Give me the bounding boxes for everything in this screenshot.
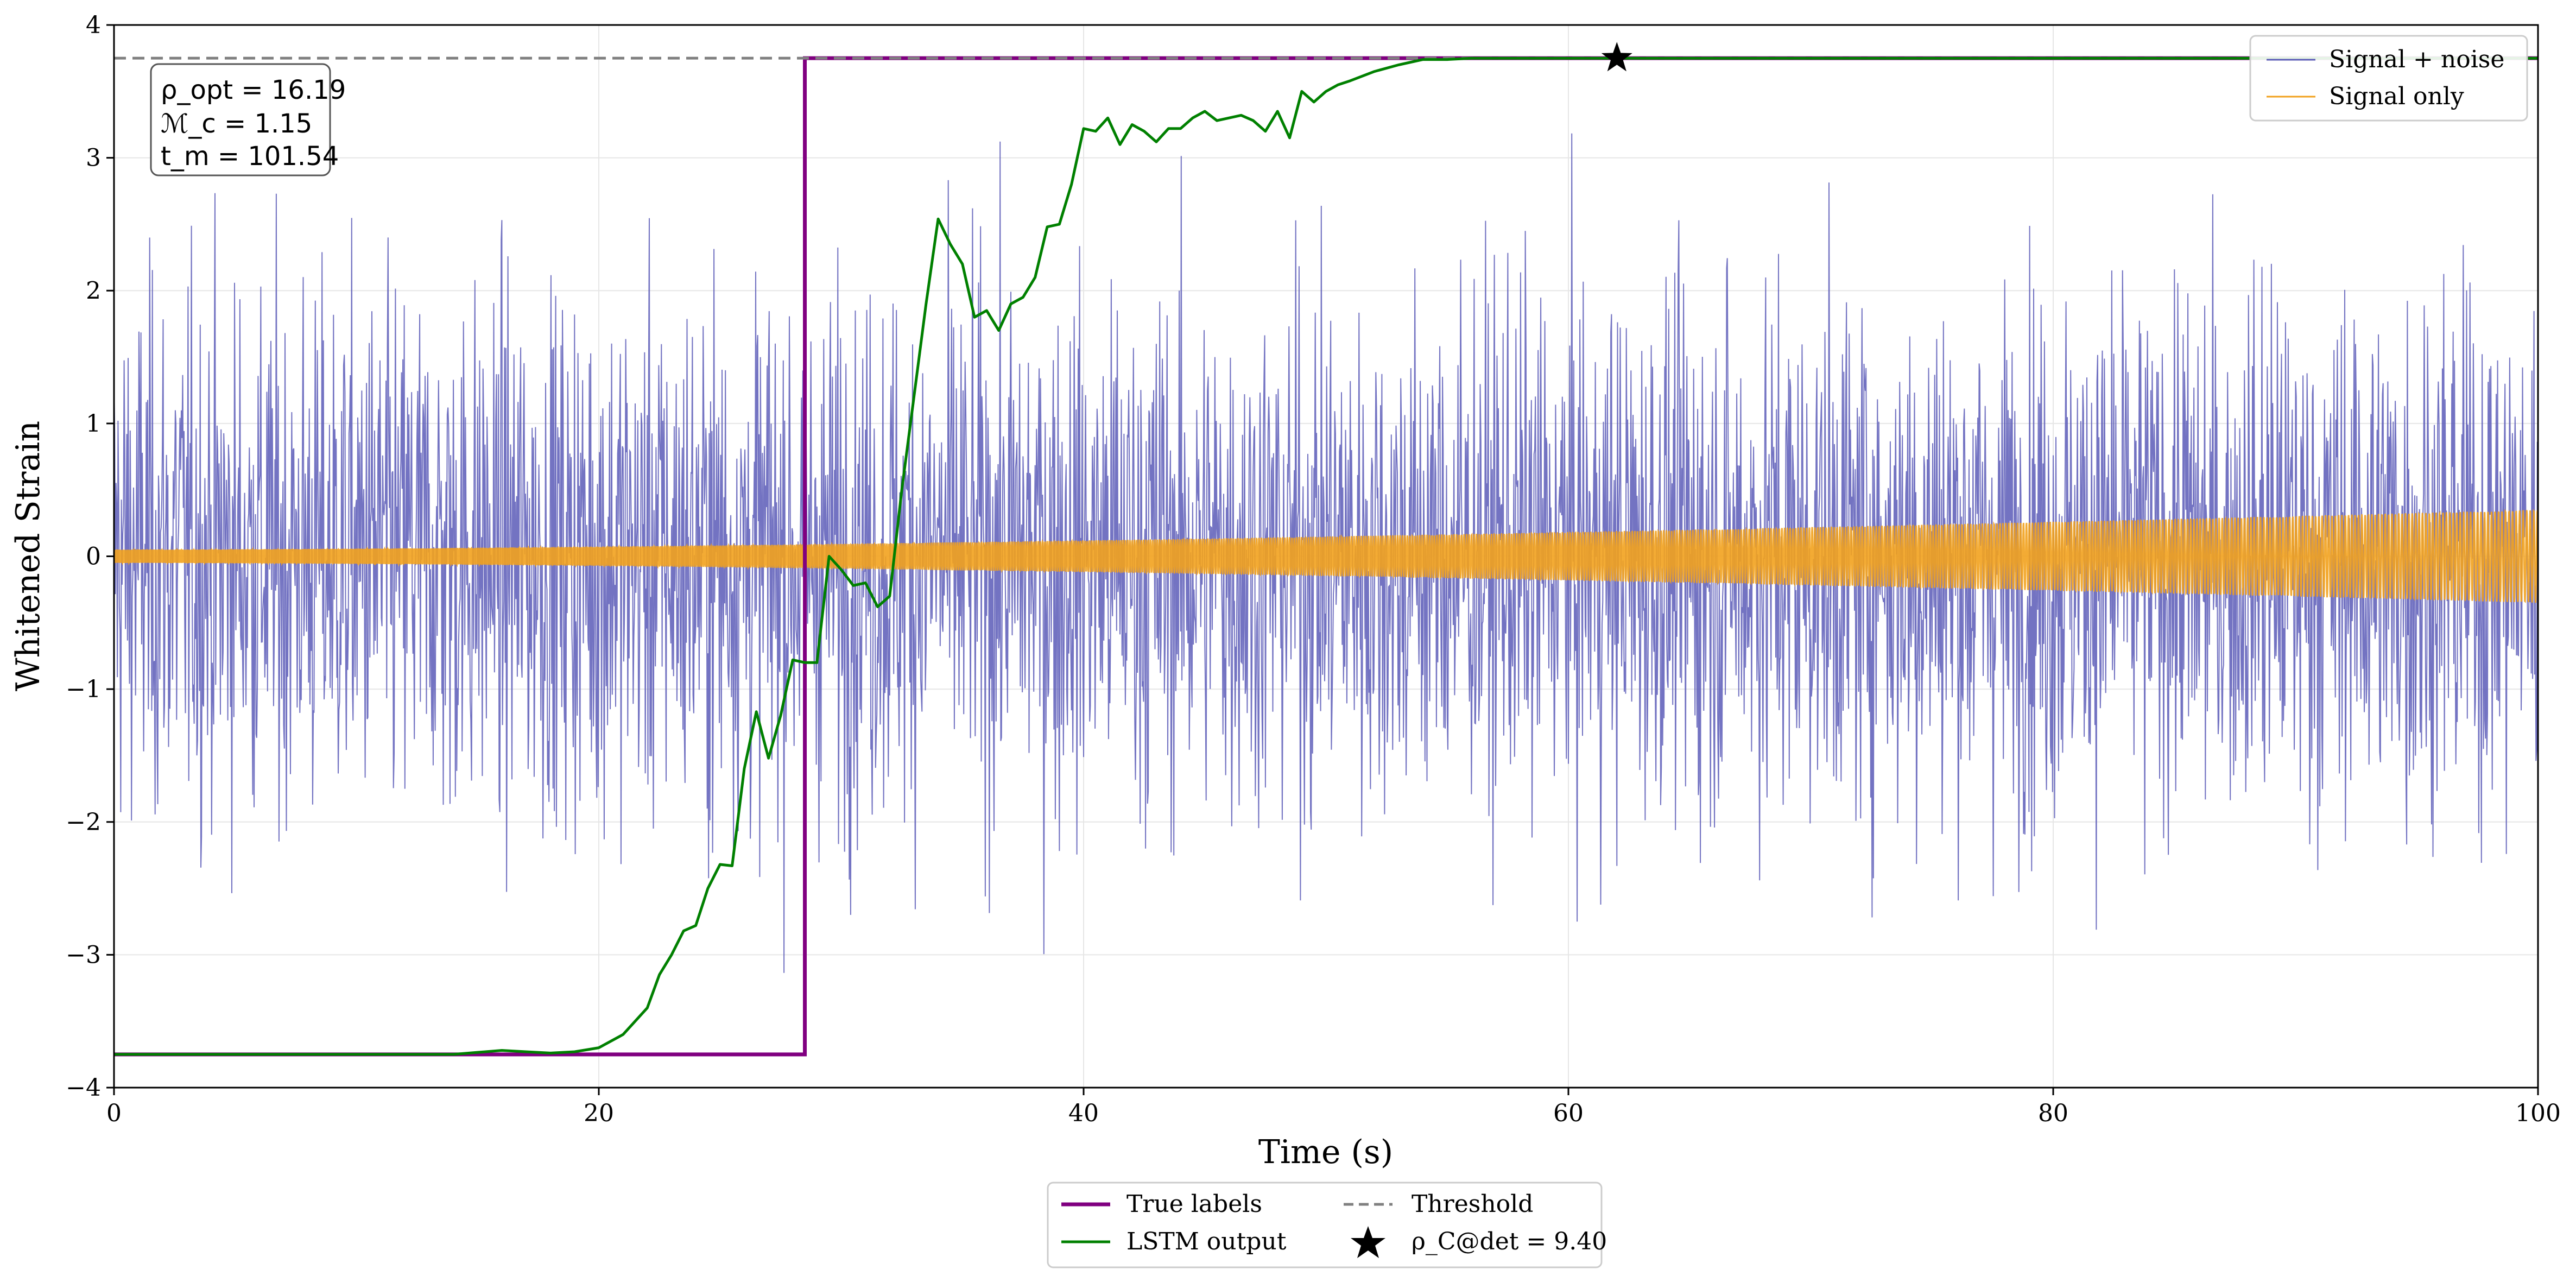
y-tick-label: −1 [66, 675, 101, 703]
y-axis-label: Whitened Strain [9, 421, 47, 691]
legend-label-lstm-output: LSTM output [1126, 1228, 1287, 1255]
series-signal-only [114, 508, 2538, 603]
series-signal-noise [114, 133, 2538, 973]
y-tick-label: 3 [86, 144, 101, 172]
x-tick-label: 60 [1553, 1100, 1584, 1127]
legend-label-signal-noise: Signal + noise [2329, 46, 2504, 73]
x-tick-label: 40 [1068, 1100, 1099, 1127]
y-tick-label: 1 [86, 410, 101, 438]
rho-opt-text: ρ_opt = 16.19 [161, 75, 346, 105]
legend-label-threshold: Threshold [1412, 1190, 1533, 1218]
x-tick-label: 20 [584, 1100, 614, 1127]
axis-ticks: 0 20 40 60 80 100 −4 −3 −2 −1 0 1 2 3 4 [66, 11, 2561, 1127]
x-axis-label: Time (s) [1258, 1133, 1393, 1171]
x-tick-label: 0 [106, 1100, 122, 1127]
tm-text: t_m = 101.54 [161, 141, 339, 172]
detection-star-icon [1601, 42, 1632, 72]
y-tick-label: −4 [66, 1074, 101, 1102]
legend-top-right: Signal + noise Signal only [2249, 35, 2528, 122]
x-tick-label: 80 [2038, 1100, 2068, 1127]
legend-label-signal-only: Signal only [2329, 83, 2464, 110]
legend-star-icon [1351, 1226, 1385, 1258]
y-tick-label: −3 [66, 941, 101, 969]
y-tick-label: −2 [66, 809, 101, 836]
legend-label-detection: ρ_C@det = 9.40 [1412, 1228, 1607, 1255]
legend-label-true-labels: True labels [1126, 1190, 1262, 1218]
mc-text: ℳ_c = 1.15 [161, 109, 312, 139]
series-layer [114, 56, 2538, 1057]
y-tick-label: 2 [86, 277, 101, 305]
series-lstm-output [114, 56, 2538, 1056]
x-tick-label: 100 [2515, 1100, 2561, 1127]
legend-bottom: True labels LSTM output Threshold ρ_C@de… [1047, 1182, 1607, 1268]
y-tick-label: 0 [86, 543, 101, 571]
y-tick-label: 4 [86, 11, 101, 39]
parameter-annotation: ρ_opt = 16.19 ℳ_c = 1.15 t_m = 101.54 [150, 63, 346, 176]
